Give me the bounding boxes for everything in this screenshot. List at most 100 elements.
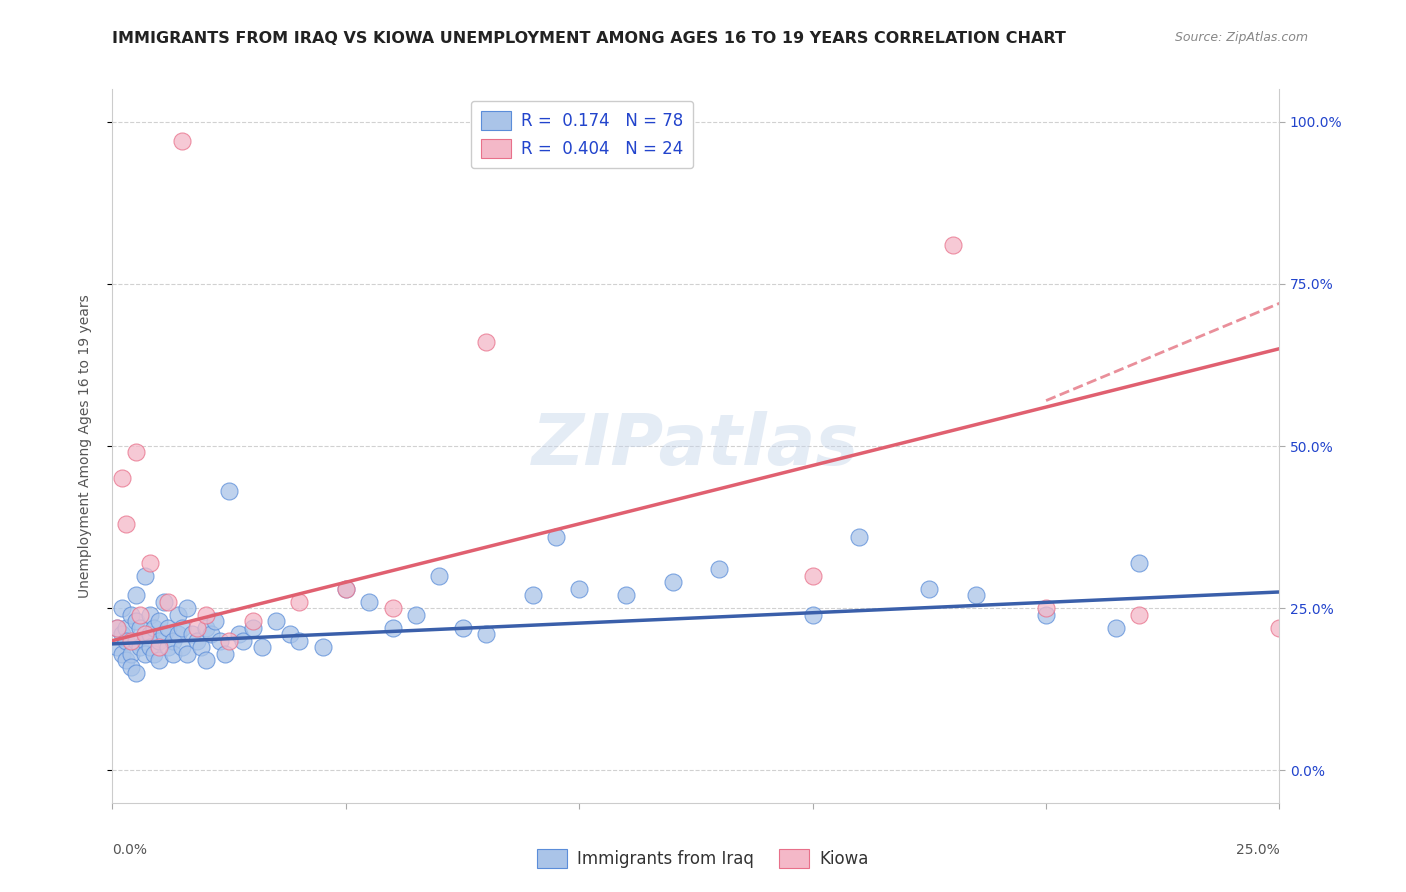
Point bbox=[157, 640, 180, 654]
Point bbox=[125, 633, 148, 648]
Point bbox=[129, 621, 152, 635]
Point bbox=[172, 134, 194, 148]
Point bbox=[148, 640, 170, 654]
Text: ZIPatlas: ZIPatlas bbox=[533, 411, 859, 481]
Point bbox=[186, 633, 208, 648]
Point bbox=[115, 621, 138, 635]
Point bbox=[180, 627, 202, 641]
Point bbox=[162, 647, 184, 661]
Point bbox=[522, 588, 544, 602]
Point bbox=[153, 595, 176, 609]
Point bbox=[264, 614, 287, 628]
Point bbox=[115, 516, 138, 531]
Point bbox=[143, 647, 166, 661]
Point bbox=[148, 653, 170, 667]
Point bbox=[311, 640, 333, 654]
Point bbox=[157, 621, 180, 635]
Point bbox=[162, 633, 184, 648]
Point bbox=[965, 588, 987, 602]
Point bbox=[848, 530, 870, 544]
Point bbox=[278, 627, 301, 641]
Point bbox=[194, 621, 217, 635]
Point bbox=[125, 445, 148, 459]
Point bbox=[405, 607, 427, 622]
Point bbox=[544, 530, 567, 544]
Point bbox=[105, 621, 128, 635]
Point bbox=[111, 471, 134, 485]
Point bbox=[359, 595, 381, 609]
Point bbox=[335, 582, 357, 596]
Point bbox=[475, 335, 498, 350]
Point bbox=[250, 640, 273, 654]
Point bbox=[218, 633, 240, 648]
Point bbox=[335, 582, 357, 596]
Point bbox=[1035, 607, 1057, 622]
Point bbox=[190, 640, 212, 654]
Point bbox=[166, 627, 188, 641]
Point bbox=[129, 607, 152, 622]
Point bbox=[288, 595, 311, 609]
Text: Source: ZipAtlas.com: Source: ZipAtlas.com bbox=[1174, 31, 1308, 45]
Point bbox=[134, 568, 156, 582]
Point bbox=[105, 640, 128, 654]
Point bbox=[148, 633, 170, 648]
Point bbox=[105, 621, 128, 635]
Point bbox=[427, 568, 450, 582]
Point bbox=[1105, 621, 1128, 635]
Point bbox=[242, 614, 264, 628]
Point bbox=[172, 621, 194, 635]
Point bbox=[134, 633, 156, 648]
Point bbox=[801, 568, 824, 582]
Point bbox=[120, 659, 142, 673]
Point bbox=[214, 647, 236, 661]
Text: 25.0%: 25.0% bbox=[1236, 843, 1279, 857]
Text: 0.0%: 0.0% bbox=[112, 843, 148, 857]
Point bbox=[208, 633, 231, 648]
Point bbox=[125, 666, 148, 681]
Point bbox=[194, 653, 217, 667]
Point bbox=[134, 627, 156, 641]
Point bbox=[709, 562, 731, 576]
Point bbox=[381, 621, 404, 635]
Point bbox=[194, 607, 217, 622]
Point bbox=[661, 575, 683, 590]
Point bbox=[148, 614, 170, 628]
Text: IMMIGRANTS FROM IRAQ VS KIOWA UNEMPLOYMENT AMONG AGES 16 TO 19 YEARS CORRELATION: IMMIGRANTS FROM IRAQ VS KIOWA UNEMPLOYME… bbox=[112, 31, 1066, 46]
Point bbox=[200, 627, 222, 641]
Point bbox=[801, 607, 824, 622]
Point bbox=[1128, 607, 1150, 622]
Point bbox=[166, 607, 188, 622]
Point bbox=[232, 633, 254, 648]
Point bbox=[381, 601, 404, 615]
Y-axis label: Unemployment Among Ages 16 to 19 years: Unemployment Among Ages 16 to 19 years bbox=[77, 294, 91, 598]
Point bbox=[204, 614, 226, 628]
Point bbox=[1268, 621, 1291, 635]
Point bbox=[111, 627, 134, 641]
Point bbox=[1128, 556, 1150, 570]
Point bbox=[143, 621, 166, 635]
Point bbox=[942, 238, 965, 252]
Point bbox=[139, 607, 162, 622]
Point bbox=[115, 633, 138, 648]
Point bbox=[111, 647, 134, 661]
Point bbox=[115, 653, 138, 667]
Point bbox=[176, 601, 198, 615]
Point bbox=[475, 627, 498, 641]
Point bbox=[918, 582, 941, 596]
Point bbox=[134, 647, 156, 661]
Point bbox=[218, 484, 240, 499]
Point bbox=[125, 614, 148, 628]
Point bbox=[451, 621, 474, 635]
Point bbox=[157, 595, 180, 609]
Legend: R =  0.174   N = 78, R =  0.404   N = 24: R = 0.174 N = 78, R = 0.404 N = 24 bbox=[471, 101, 693, 168]
Point bbox=[129, 640, 152, 654]
Point bbox=[125, 588, 148, 602]
Point bbox=[186, 621, 208, 635]
Point bbox=[120, 607, 142, 622]
Point bbox=[139, 627, 162, 641]
Point bbox=[242, 621, 264, 635]
Point bbox=[153, 627, 176, 641]
Point bbox=[120, 647, 142, 661]
Point bbox=[172, 640, 194, 654]
Point bbox=[614, 588, 637, 602]
